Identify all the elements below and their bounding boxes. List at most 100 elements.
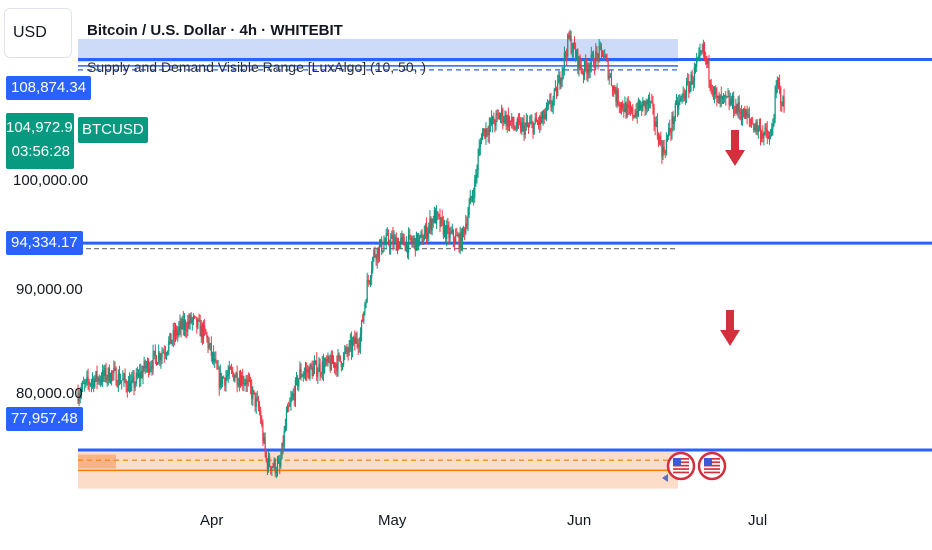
candle-body [548,101,550,106]
x-tick-label: Jul [748,512,768,529]
candle-body [312,367,314,377]
us-flag-icon [666,451,696,481]
candle-body [498,114,500,120]
us-flag-icon [697,451,727,481]
candle-body [169,333,171,342]
candle-body [618,104,620,106]
flag-stripe [704,464,720,467]
candle-body [334,362,336,368]
candle-body [578,56,580,69]
candle-body [313,363,316,368]
candle-body [765,127,767,130]
candle-body [162,352,164,354]
candle-body [371,269,373,278]
candle-body [258,407,261,411]
candle-body [393,237,395,245]
candle-body [176,328,178,336]
candle-body [697,57,699,61]
candle-body [150,366,152,369]
candle-body [484,128,486,138]
candle-body [213,352,215,362]
candle-body [81,382,84,389]
currency-selector[interactable]: USD [4,8,72,58]
y-tick-label: 90,000.00 [16,281,83,298]
candle-body [140,371,142,379]
candle-body [701,51,703,53]
candle-body [223,377,225,379]
x-tick-label: Jun [567,512,592,529]
candle-body [219,372,221,388]
candle-body [688,81,690,93]
candle-body [117,373,119,387]
candle-body [94,378,96,388]
candle-body [216,361,218,369]
candle-body [702,44,704,52]
candle-body [726,96,728,98]
candle-body [221,377,224,385]
candle-body [431,219,433,231]
candle-body [640,104,642,109]
candle-body [88,381,90,385]
indicator-name[interactable]: Supply and Demand Visible Range [LuxAlgo… [87,59,427,75]
candle-body [525,121,527,126]
candle-body [337,354,339,371]
candle-body [668,128,670,137]
candle-body [286,406,289,413]
candle-body [553,89,555,99]
candle-body [317,372,319,377]
candle-body [692,80,694,85]
candle-body [571,51,573,53]
candle-body [408,235,410,253]
candle-body [534,117,536,124]
candle-body [432,219,434,223]
candle-body [592,54,595,67]
candle-body [409,235,411,237]
candle-body [77,392,79,402]
candle-body [177,331,179,336]
candle-body [663,147,665,153]
candle-body [228,367,230,374]
candle-body [257,399,260,408]
candle-body [425,225,428,239]
candle-body [562,67,564,71]
candle-body [489,119,492,126]
candle-body [734,112,736,114]
candle-body [119,381,122,384]
candle-body [214,358,216,362]
candle-body [395,237,397,251]
candle-body [328,356,330,362]
candle-body [291,396,293,400]
candle-body [421,234,423,245]
candle-body [433,209,435,223]
candle-body [643,100,645,102]
candle-body [680,97,682,100]
candle-body [631,107,633,112]
candle-body [118,373,121,384]
candle-body [515,128,517,130]
candle-body [497,113,499,115]
candle-body [294,379,297,401]
candle-body [719,95,721,104]
candle-body [323,363,326,373]
candle-body [657,136,660,145]
candle-body [105,368,107,380]
candle-body [619,105,622,108]
candle-body [146,360,149,366]
candle-body [153,350,155,353]
candle-body [242,375,244,385]
candle-body [445,225,447,239]
last-price-value: 104,972.91 [6,119,82,136]
candle-body [263,437,265,442]
candle-body [235,372,237,378]
candle-body [523,122,525,136]
candle-body [514,127,516,130]
candle-body [685,82,688,98]
candle-body [424,225,427,234]
candle-body [385,234,387,243]
candle-body [348,343,350,353]
candle-body [628,106,631,109]
candle-body [340,361,342,367]
candle-body [620,102,623,108]
candle-body [298,378,300,387]
